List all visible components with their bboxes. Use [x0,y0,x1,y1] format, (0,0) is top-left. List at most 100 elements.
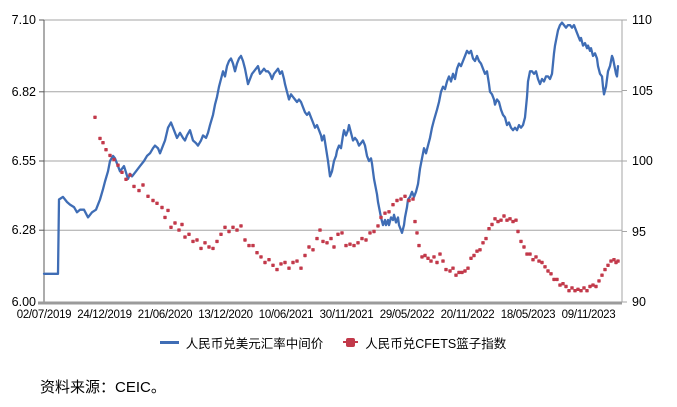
series-cfets-dot [403,194,407,198]
series-cfets-dot [567,289,571,293]
series-cfets-dot [329,236,333,241]
series-cfets-dot [311,248,315,252]
series-cfets-dot [564,284,568,289]
series-cfets-dot [540,260,544,265]
series-cfets-dot [177,228,181,232]
x-axis-tick-label: 20/11/2022 [440,309,495,321]
series-cfets-dot [438,252,442,256]
source-note: 资料来源：CEIC。 [40,379,166,396]
series-cfets-dot [420,255,424,259]
series-cfets-dot [522,245,526,249]
series-cfets-dot [499,218,503,222]
series-cfets-dot [372,229,376,234]
series-cfets-dot [466,266,470,270]
series-cfets-dot [525,252,529,256]
series-cfets-dot [336,232,340,236]
series-cfets-dot [413,219,417,224]
series-cfets-dot [612,258,616,262]
series-cfets-dot [187,232,191,236]
series-cfets-dot [534,255,538,259]
series-cfets-dot [243,238,247,242]
series-cfets-dot [460,270,464,275]
series-cfets-dot [537,259,541,263]
series-cfets-dot [426,256,430,260]
series-cfets-dot [516,229,520,234]
series-cfets-dot [211,246,215,251]
series-cfets-dot [391,203,395,207]
series-cfets-dot [227,229,231,234]
y-axis-left-tick-label: 6.55 [11,154,36,168]
series-cfets-dot [239,224,243,228]
series-cfets-dot [263,260,267,265]
series-cfets-dot [291,260,295,265]
series-cfets-dot [137,188,141,193]
series-cfets-dot [315,236,319,241]
series-cfets-dot [141,183,145,187]
legend-label-cfets-index: 人民币兑CFETS篮子指数 [365,337,507,351]
series-cfets-dot [219,232,223,236]
series-cfets-dot [415,231,419,235]
series-cfets-dot [360,236,364,241]
series-cfets-dot [120,170,124,174]
series-cfets-dot [247,243,251,248]
series-cfets-dot [364,238,368,242]
x-axis-tick-label: 09/11/2023 [561,309,616,321]
series-cfets-dot [116,163,120,167]
series-cfets-dot [146,194,150,198]
series-cfets-dot [108,153,112,158]
legend: 人民币兑美元汇率中间价 人民币兑CFETS篮子指数 [44,333,622,352]
series-cfets-dot [552,277,556,282]
series-cfets-dot [255,251,259,255]
series-cfets-dot [307,245,311,249]
series-cfets-dot [588,284,592,289]
series-cfets-dot [155,201,159,205]
series-cfets-dot [283,260,287,265]
series-cfets-dot [223,225,227,229]
x-axis-tick-label: 24/12/2019 [77,309,132,321]
y-axis-left-tick-label: 6.82 [11,84,36,99]
series-cfets-dot [484,236,488,241]
series-cfets-dot [376,224,380,228]
series-cfets-dot [475,249,479,253]
series-cfets-dot [215,239,219,244]
series-cfets-dot [411,197,415,201]
x-axis-tick-label: 30/11/2021 [319,309,374,321]
series-cfets-dot [169,225,173,229]
series-cfets-dot [457,270,461,275]
series-cfets-dot [231,225,235,229]
series-cfets-dot [287,266,291,270]
series-cfets-dot [579,289,583,293]
series-cfets-dot [472,253,476,258]
series-cfets-dot [417,243,421,248]
series-cfets-dot [166,208,170,213]
series-cfets-dot [267,258,271,262]
series-cfets-dot [407,198,411,203]
series-cfets-dot [600,273,604,277]
series-usd-parity-line [42,21,620,275]
series-cfets-dot [582,286,586,290]
series-cfets-dot [275,267,279,272]
series-cfets-dot [543,265,547,269]
series-cfets-dot [573,289,577,293]
series-cfets-dot [478,248,482,252]
legend-label-usd-parity: 人民币兑美元汇率中间价 [185,337,324,351]
x-axis-tick-label: 13/12/2020 [198,309,253,321]
series-cfets-dot [104,148,108,152]
series-cfets-dot [555,277,559,282]
series-cfets-dot [203,241,207,245]
legend-item-cfets-index: 人民币兑CFETS篮子指数 [343,333,506,352]
series-cfets-dot [549,272,553,276]
series-cfets-dot [195,238,199,242]
y-axis-right-tick-label: 90 [632,295,646,309]
series-cfets-dot [616,259,620,263]
series-cfets-dot [528,252,532,256]
series-cfets-dot [514,218,518,222]
series-cfets-dot [561,282,565,286]
x-axis-tick-label: 10/06/2021 [258,309,314,321]
plot-area [38,19,627,305]
series-cfets-dot [496,219,500,224]
series-cfets-dot [441,259,445,263]
series-cfets-dot [423,253,427,258]
series-cfets-dot [352,243,356,248]
series-cfets-dot [299,266,303,270]
